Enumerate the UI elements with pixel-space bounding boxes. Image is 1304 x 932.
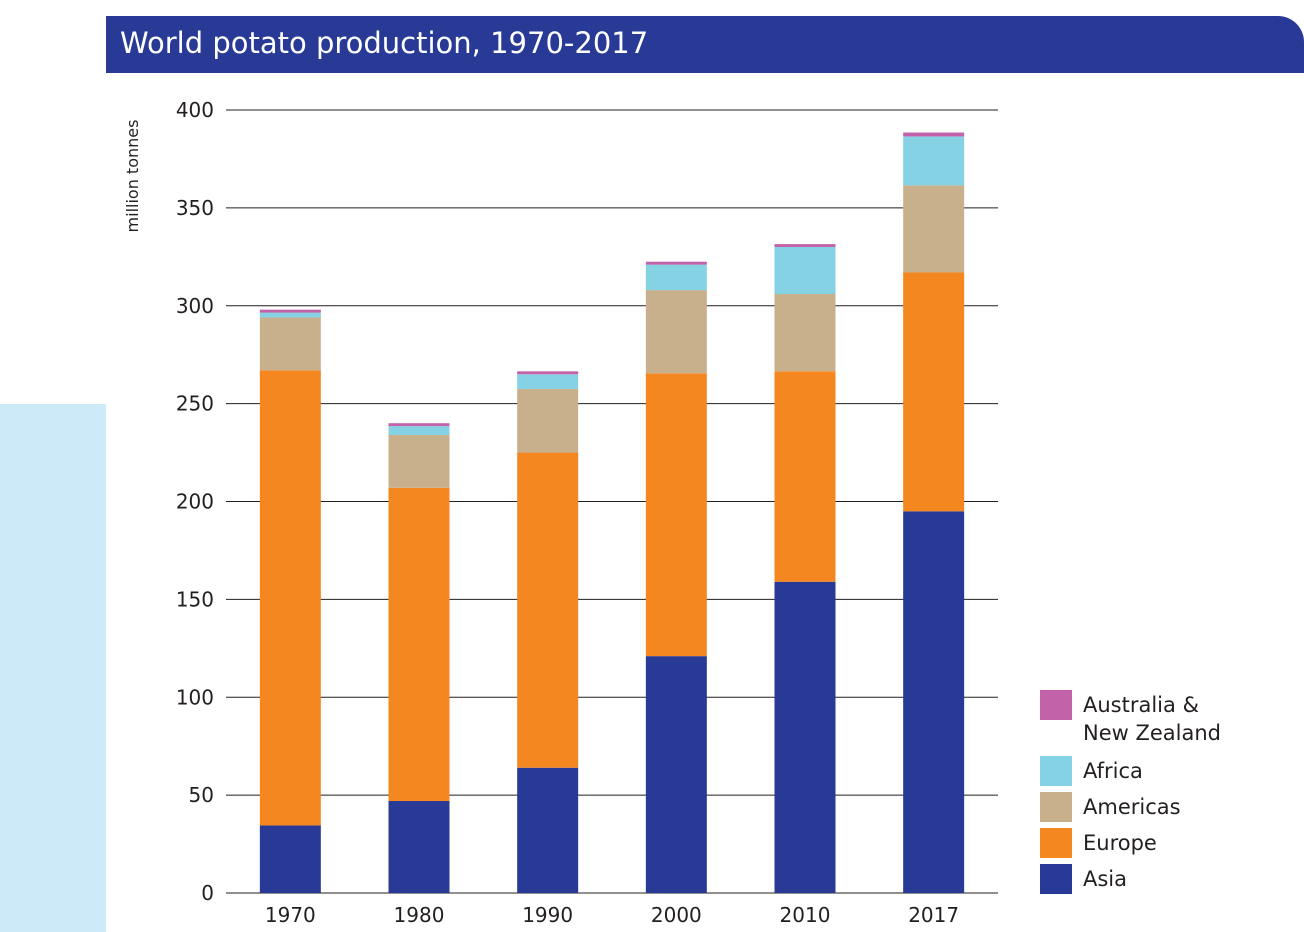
legend-swatch-europe (1040, 828, 1072, 858)
legend-label-australia-and-new-zealand: New Zealand (1083, 721, 1221, 745)
bar-asia-1970 (259, 825, 321, 893)
y-axis-ticks: 0 50 100 150 200 250 300 350 400 (176, 98, 214, 905)
chart-title: World potato production, 1970-2017 (120, 26, 649, 60)
y-tick-label: 50 (189, 783, 214, 807)
x-tick-label: 2000 (651, 903, 702, 927)
legend-label-americas: Americas (1083, 795, 1181, 819)
background-strip (0, 0, 106, 404)
bar-americas-2017 (903, 185, 965, 273)
x-tick-label: 2017 (908, 903, 959, 927)
y-tick-label: 200 (176, 490, 214, 514)
y-axis-label-group: million tonnes (123, 120, 142, 233)
legend-label-australia-and-new-zealand: Australia & (1083, 693, 1199, 717)
bars (259, 132, 965, 893)
bar-americas-2010 (774, 294, 836, 372)
bar-asia-2000 (645, 656, 707, 893)
bar-americas-1990 (517, 388, 579, 453)
bar-africa-2000 (645, 264, 707, 291)
bar-australia-and-new-zealand-1990 (517, 371, 579, 375)
title-bar (106, 16, 1304, 73)
legend-swatch-asia (1040, 864, 1072, 894)
legend: Australia & New Zealand Africa Americas Euro… (1040, 690, 1221, 894)
legend-swatch-africa (1040, 756, 1072, 786)
bar-africa-1980 (388, 426, 450, 435)
legend-label-asia: Asia (1083, 867, 1127, 891)
y-axis-label: million tonnes (123, 120, 142, 233)
x-axis-ticks: 1970 1980 1990 2000 2010 2017 (265, 903, 959, 927)
x-tick-label: 1990 (522, 903, 573, 927)
y-tick-label: 100 (176, 685, 214, 709)
bar-europe-2017 (903, 272, 965, 512)
y-tick-label: 300 (176, 294, 214, 318)
bar-australia-and-new-zealand-2010 (774, 244, 836, 248)
x-tick-label: 2010 (780, 903, 831, 927)
bar-asia-1990 (517, 767, 579, 893)
bar-australia-and-new-zealand-1970 (259, 309, 321, 313)
bar-australia-and-new-zealand-2017 (903, 132, 965, 137)
bar-europe-1990 (517, 452, 579, 768)
x-tick-label: 1980 (394, 903, 445, 927)
legend-swatch-australia-and-new-zealand (1040, 690, 1072, 720)
bar-americas-2000 (645, 290, 707, 374)
legend-label-europe: Europe (1083, 831, 1157, 855)
bar-asia-1980 (388, 800, 450, 893)
y-tick-label: 350 (176, 196, 214, 220)
bar-europe-2010 (774, 371, 836, 582)
bar-europe-1970 (259, 370, 321, 826)
bar-australia-and-new-zealand-1980 (388, 423, 450, 427)
bar-americas-1980 (388, 434, 450, 488)
background-panel (0, 404, 106, 932)
y-tick-label: 150 (176, 587, 214, 611)
gridlines (226, 109, 998, 894)
y-tick-label: 0 (201, 881, 214, 905)
bar-americas-1970 (259, 317, 321, 371)
bar-australia-and-new-zealand-2000 (645, 261, 707, 265)
y-tick-label: 250 (176, 392, 214, 416)
bar-africa-2010 (774, 247, 836, 295)
bar-africa-1970 (259, 312, 321, 318)
legend-swatch-americas (1040, 792, 1072, 822)
y-tick-label: 400 (176, 98, 214, 122)
bar-asia-2017 (903, 511, 965, 893)
bar-africa-1990 (517, 374, 579, 389)
legend-label-africa: Africa (1083, 759, 1143, 783)
x-tick-label: 1970 (265, 903, 316, 927)
bar-africa-2017 (903, 136, 965, 186)
bar-asia-2010 (774, 581, 836, 893)
bar-europe-1980 (388, 487, 450, 801)
bar-europe-2000 (645, 373, 707, 657)
